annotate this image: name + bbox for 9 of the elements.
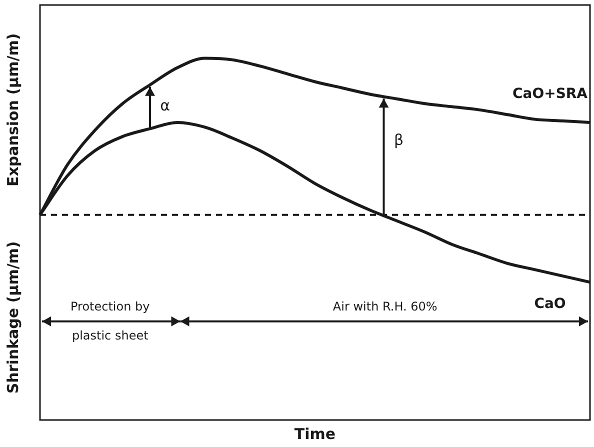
annotation: β [394, 131, 404, 150]
series-label: CaO [534, 296, 566, 312]
text: Air with R.H. 60% [332, 299, 438, 314]
text: Protection by plastic sheet [70, 299, 150, 342]
y-axis-title: Expansion (μm/m) [4, 33, 22, 187]
annotation: α [160, 96, 170, 115]
text: Shrinkage (μm/m) [4, 241, 22, 394]
text: Time [294, 424, 336, 443]
series-label: CaO+SRA [512, 86, 588, 102]
